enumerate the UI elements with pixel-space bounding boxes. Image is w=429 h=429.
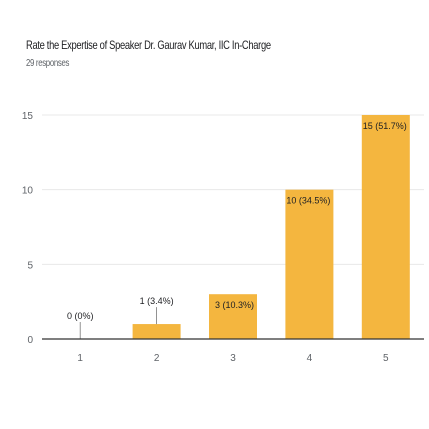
bar-3 [209, 294, 257, 339]
y-tick-label: 15 [22, 111, 34, 122]
response-count: 29 responses [26, 58, 70, 69]
y-tick-label: 5 [27, 260, 33, 271]
x-tick-label: 1 [77, 353, 83, 364]
data-label: 1 (3.4%) [140, 296, 174, 306]
bar-4 [285, 189, 334, 339]
x-tick-label: 3 [230, 353, 236, 364]
x-tick-label: 2 [154, 353, 160, 364]
bar-5 [361, 115, 410, 339]
y-tick-label: 10 [22, 186, 34, 197]
chart-title: Rate the Expertise of Speaker Dr. Gaurav… [26, 38, 271, 52]
x-tick-label: 5 [383, 353, 389, 364]
x-tick-label: 4 [307, 353, 313, 364]
data-label: 0 (0%) [67, 311, 94, 321]
data-label: 15 (51.7%) [363, 121, 407, 131]
data-label: 3 (10.3%) [215, 300, 254, 310]
data-label: 10 (34.5%) [286, 196, 330, 206]
bar-2 [132, 324, 181, 339]
y-tick-label: 0 [27, 335, 33, 346]
